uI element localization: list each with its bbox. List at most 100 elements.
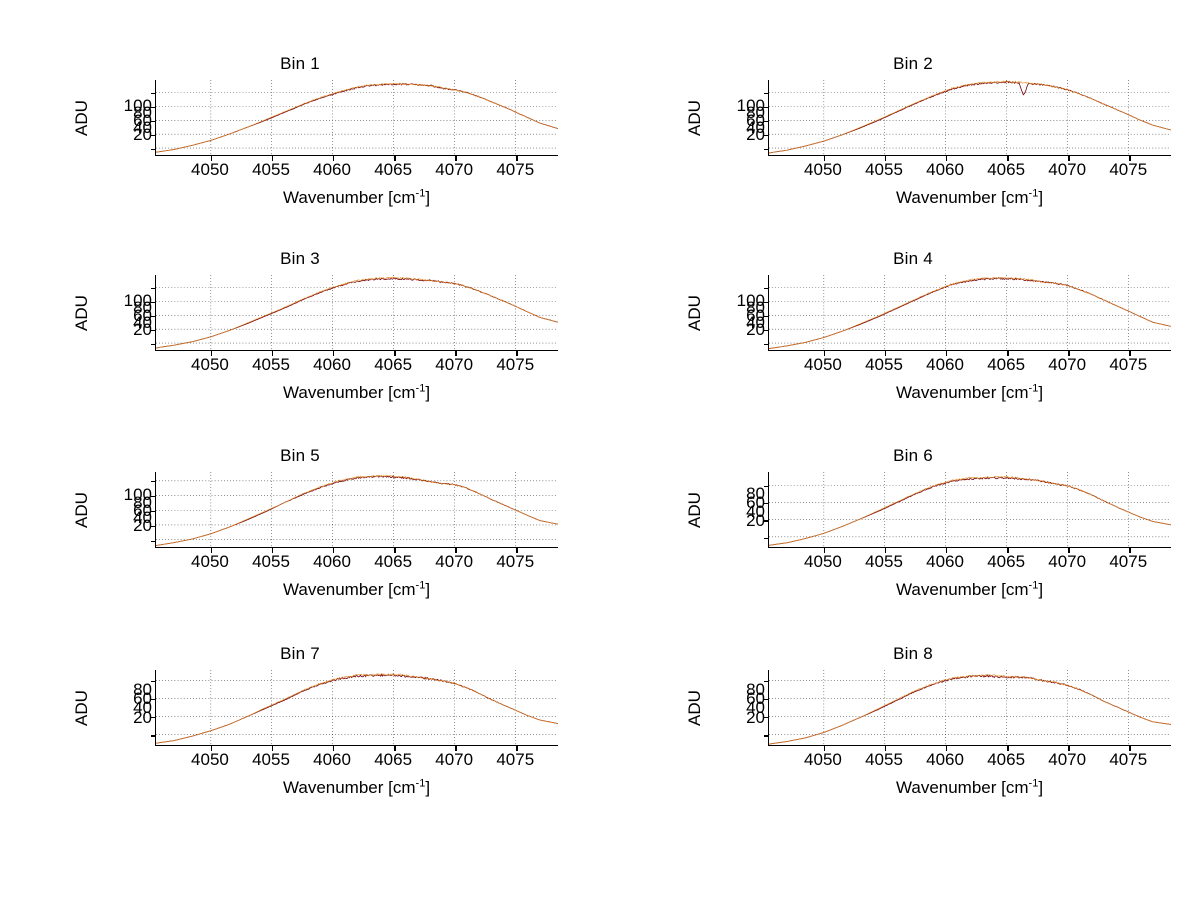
subplot-panel: Bin 5 ADU 20 40 60 80 100 4050 4055 4060 4065 4070 4…	[0, 440, 600, 645]
y-tick-mark	[151, 525, 156, 528]
y-tick-labels: 20 40 60 80 100	[112, 269, 152, 357]
x-tick-labels: 4050 4055 4060 4065 4070 4075	[155, 750, 558, 772]
y-tick-labels: 20 40 60 80 100	[725, 74, 765, 162]
panel-title: Bin 8	[893, 644, 933, 663]
y-tick-label: 40	[133, 118, 152, 138]
grid-lines	[156, 80, 558, 155]
x-tick-label: 4060	[926, 552, 964, 571]
x-tick-mark	[455, 745, 457, 751]
x-tick-label: 4070	[435, 552, 474, 571]
x-axis-label: Wavenumber [cm-1]	[155, 188, 558, 208]
x-tick-label: 4050	[804, 750, 842, 769]
x-tick-mark	[516, 350, 518, 356]
y-tick-mark	[764, 120, 769, 123]
x-tick-label: 4075	[1109, 355, 1148, 374]
spectrum-line	[769, 476, 1171, 545]
x-tick-mark	[946, 547, 948, 553]
y-tick-mark	[764, 698, 769, 701]
x-tick-labels: 4050 4055 4060 4065 4070 4075	[155, 355, 558, 377]
y-tick-mark	[764, 485, 769, 488]
panel-title: Bin 1	[280, 54, 320, 73]
y-tick-mark	[151, 480, 156, 483]
grid-lines	[769, 275, 1171, 350]
plot-area	[764, 275, 1171, 356]
spectrum-line	[156, 674, 558, 743]
y-tick-mark	[151, 329, 156, 332]
x-tick-label: 4075	[496, 552, 535, 571]
y-tick-label: 80	[746, 484, 765, 504]
x-axis-label: Wavenumber [cm-1]	[768, 383, 1171, 403]
x-tick-mark	[823, 350, 826, 356]
x-tick-mark	[333, 350, 335, 356]
grid-lines	[769, 670, 1171, 745]
x-tick-label: 4065	[987, 750, 1026, 769]
y-tick-label: 100	[736, 291, 765, 311]
x-tick-labels: 4050 4055 4060 4065 4070 4075	[155, 160, 558, 182]
y-tick-labels: 20 40 60 80 100	[112, 466, 152, 554]
subplot-panel: Bin 7 ADU 20 40 60 80 4050 4055 4060 4065 4070 4075…	[0, 638, 600, 843]
panel-title: Bin 5	[280, 446, 320, 465]
x-tick-mark	[210, 547, 213, 553]
y-tick-label: 80	[746, 298, 765, 318]
subplot-panel: Bin 1 ADU 20 40 60 80 100 4050 4055 4060 4065 4070 4…	[0, 48, 600, 253]
x-tick-mark	[210, 745, 213, 751]
x-tick-mark	[455, 350, 457, 356]
y-tick-mark	[764, 680, 769, 683]
panel-title: Bin 2	[893, 54, 933, 73]
x-tick-mark	[333, 745, 335, 751]
x-tick-label: 4070	[435, 160, 474, 179]
x-tick-mark	[823, 155, 826, 161]
spectrum-line	[156, 674, 558, 744]
x-tick-label: 4065	[987, 552, 1026, 571]
x-tick-label: 4055	[252, 750, 290, 769]
x-tick-label: 4060	[313, 355, 351, 374]
x-tick-mark	[333, 155, 335, 161]
y-tick-mark	[764, 315, 769, 318]
plot-area	[764, 670, 1171, 751]
x-axis-label-exponent: -1	[1028, 382, 1039, 395]
subplot-panel: Bin 3 ADU 20 40 60 80 100 4050 4055 4060 4065 4070 4…	[0, 243, 600, 448]
y-tick-mark	[764, 287, 769, 290]
y-tick-label: 20	[133, 707, 152, 727]
x-tick-mark	[823, 745, 826, 751]
spectrum-line	[156, 83, 558, 152]
y-tick-mark	[151, 735, 156, 737]
x-tick-mark	[946, 155, 948, 161]
plot-area	[764, 472, 1171, 553]
x-tick-labels: 4050 4055 4060 4065 4070 4075	[768, 552, 1171, 574]
x-tick-labels: 4050 4055 4060 4065 4070 4075	[768, 750, 1171, 772]
y-tick-label: 60	[133, 305, 152, 325]
spectrum-line	[156, 476, 558, 546]
y-tick-mark	[764, 520, 769, 522]
y-tick-label: 80	[133, 298, 152, 318]
x-tick-label: 4070	[435, 750, 474, 769]
x-tick-label: 4050	[191, 750, 229, 769]
x-tick-label: 4065	[987, 160, 1026, 179]
spectrum-line	[769, 675, 1171, 744]
x-axis-label-prefix: Wavenumber [cm	[895, 580, 1029, 599]
panel-title: Bin 6	[893, 446, 933, 465]
x-tick-mark	[1129, 350, 1131, 356]
y-tick-label: 60	[746, 688, 765, 708]
x-tick-label: 4075	[496, 160, 535, 179]
plot-area	[151, 670, 558, 751]
y-tick-mark	[151, 343, 156, 346]
y-tick-mark	[764, 329, 769, 332]
y-tick-mark	[151, 106, 156, 109]
x-axis-label-suffix: ]	[425, 778, 431, 797]
y-tick-labels: 20 40 60 80	[112, 664, 152, 752]
x-tick-label: 4065	[987, 355, 1026, 374]
x-tick-label: 4055	[865, 552, 903, 571]
x-tick-label: 4055	[252, 355, 290, 374]
subplot-panel: Bin 8 ADU 20 40 60 80 4050 4055 4060 4065 4070 4075…	[613, 638, 1200, 843]
x-tick-label: 4050	[191, 552, 229, 571]
x-tick-mark	[1007, 547, 1009, 553]
y-tick-label: 80	[746, 679, 765, 699]
x-tick-label: 4075	[496, 355, 535, 374]
x-tick-mark	[1068, 745, 1070, 751]
y-axis-label: ADU	[72, 690, 91, 726]
x-tick-mark	[516, 745, 518, 751]
y-tick-mark	[151, 717, 156, 719]
y-tick-mark	[151, 540, 156, 542]
